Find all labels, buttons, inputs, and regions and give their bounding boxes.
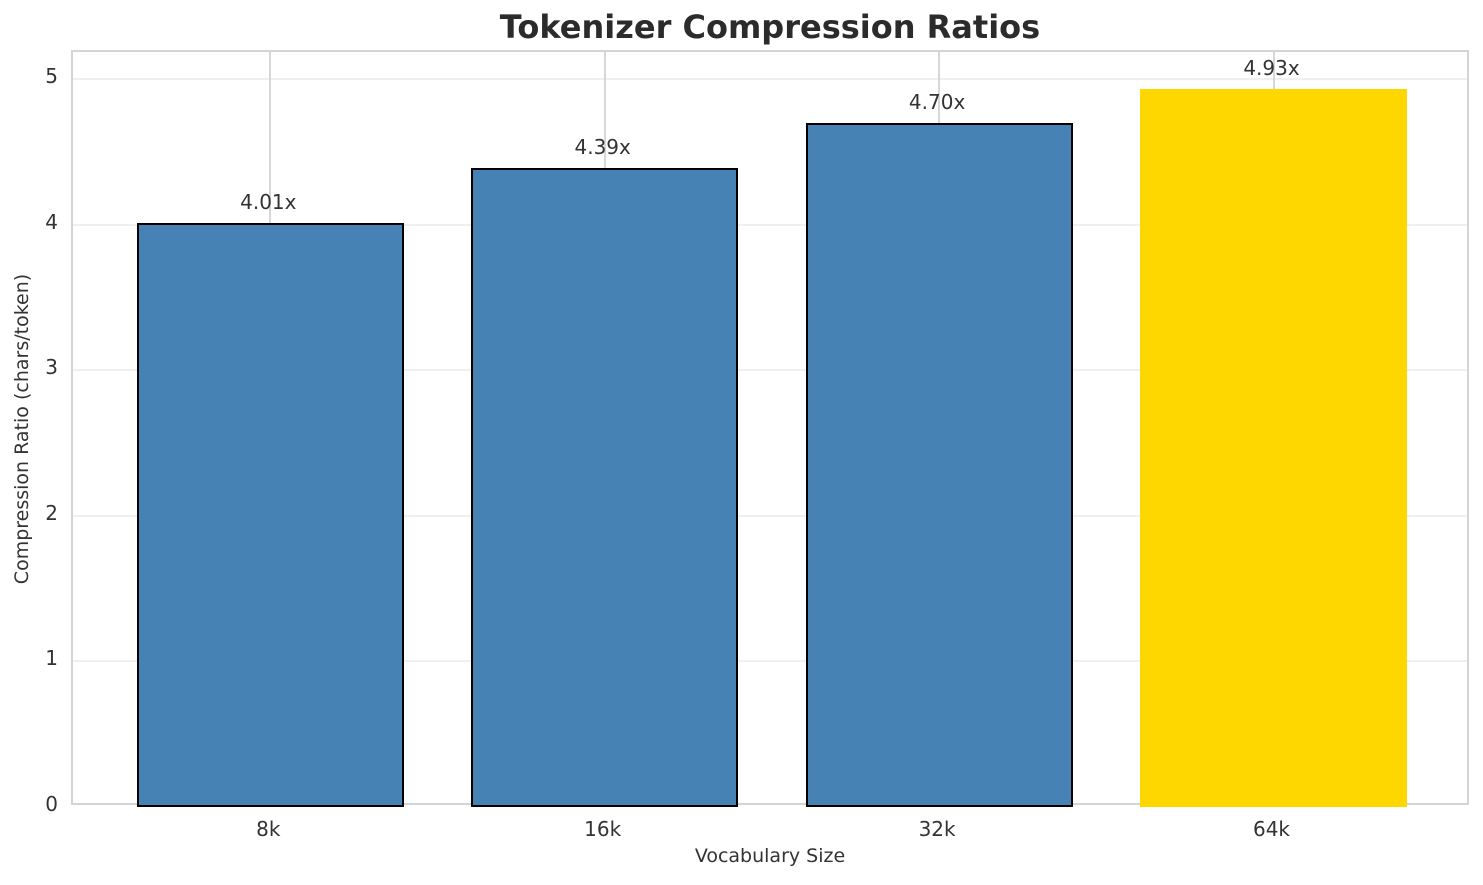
y-tick-label: 1 [45,646,58,671]
x-tick-label-64k: 64k [1252,817,1291,841]
bar-value-label: 4.93x [1243,56,1300,81]
bar-value-label: 4.01x [240,190,297,215]
x-tick-label-16k: 16k [584,817,622,841]
x-axis-label: Vocabulary Size [694,845,846,867]
gridline-horizontal [73,223,1467,226]
bar-64k [1140,89,1407,807]
x-tick-label-32k: 32k [918,817,956,841]
gridline-horizontal [73,514,1467,517]
y-tick-label: 3 [45,355,58,380]
y-tick-label: 0 [45,792,58,816]
x-tick-label-8k: 8k [256,817,281,841]
y-tick-label: 5 [45,64,58,88]
gridline-horizontal [73,369,1467,372]
bar-value-label: 4.70x [908,89,966,114]
bar-32k [805,122,1073,807]
gridline-horizontal [73,660,1467,663]
bar-16k [471,167,739,807]
y-tick-label: 4 [45,209,58,234]
chart-title: Tokenizer Compression Ratios [499,8,1041,46]
bar-value-label: 4.39x [574,134,631,159]
gridline-horizontal [73,78,1467,80]
y-axis-label: Compression Ratio (chars/token) [11,273,33,585]
plot-area [71,50,1469,807]
y-tick-label: 2 [45,500,58,525]
bar-8k [136,223,404,807]
